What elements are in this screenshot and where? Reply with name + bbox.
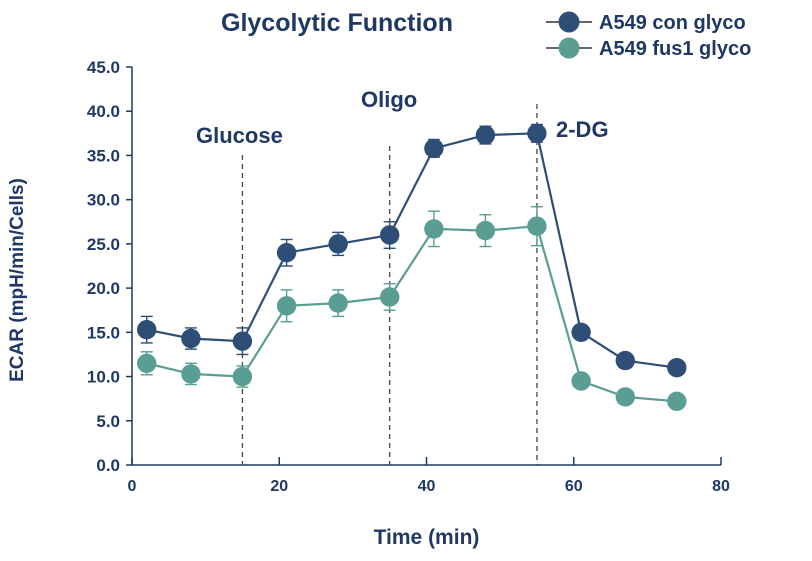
svg-text:Time (min): Time (min) [374, 526, 480, 549]
svg-text:Glucose: Glucose [196, 123, 283, 148]
svg-text:25.0: 25.0 [87, 235, 120, 254]
svg-text:80: 80 [712, 478, 730, 495]
svg-text:A549 fus1 glyco: A549 fus1 glyco [599, 38, 751, 60]
svg-text:30.0: 30.0 [87, 191, 120, 210]
svg-text:ECAR (mpH/min/Cells): ECAR (mpH/min/Cells) [7, 178, 28, 382]
svg-text:40: 40 [418, 478, 436, 495]
svg-text:40.0: 40.0 [87, 102, 120, 121]
svg-text:20: 20 [270, 478, 288, 495]
svg-text:10.0: 10.0 [87, 368, 120, 387]
svg-text:Oligo: Oligo [361, 87, 417, 112]
svg-text:A549 con glyco: A549 con glyco [599, 12, 746, 34]
svg-text:5.0: 5.0 [96, 412, 120, 431]
svg-text:60: 60 [565, 478, 583, 495]
svg-text:Glycolytic Function: Glycolytic Function [221, 9, 453, 37]
svg-text:35.0: 35.0 [87, 146, 120, 165]
svg-text:2-DG: 2-DG [556, 117, 609, 142]
svg-text:20.0: 20.0 [87, 279, 120, 298]
svg-text:15.0: 15.0 [87, 323, 120, 342]
svg-text:0: 0 [128, 478, 137, 495]
svg-text:0.0: 0.0 [96, 456, 120, 475]
svg-text:45.0: 45.0 [87, 58, 120, 77]
